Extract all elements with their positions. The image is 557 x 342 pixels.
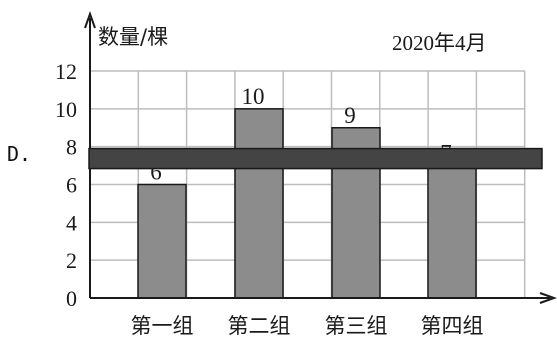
bar-1 — [137, 183, 187, 299]
category-label: 第一组 — [131, 314, 194, 338]
y-tick-label: 0 — [66, 286, 77, 311]
y-axis-label: 数量/棵 — [98, 25, 168, 49]
y-axis-arrow — [84, 11, 96, 29]
category-label: 第三组 — [325, 314, 388, 338]
labels: 6第一组10第二组9第三组7第四组024681012 — [55, 59, 484, 338]
bars — [137, 108, 477, 299]
bar-value-label: 10 — [242, 84, 265, 109]
y-tick-label: 2 — [66, 248, 77, 273]
category-label: 第四组 — [421, 314, 484, 338]
date-annotation: 2020年4月 — [392, 31, 487, 55]
bar-4 — [427, 164, 477, 299]
y-tick-label: 4 — [66, 210, 77, 235]
y-tick-label: 12 — [55, 59, 77, 84]
category-label: 第二组 — [228, 314, 291, 338]
y-tick-label: 8 — [66, 135, 77, 160]
y-tick-label: 6 — [66, 173, 77, 198]
y-tick-label: 10 — [55, 97, 77, 122]
option-label: D. — [7, 142, 31, 166]
bar-value-label: 9 — [344, 103, 356, 128]
bar-value-label: 6 — [150, 160, 162, 185]
overlay-band — [88, 147, 543, 170]
x-axis-arrow — [539, 292, 557, 304]
overlay-band — [88, 147, 543, 170]
bar-2 — [234, 108, 284, 299]
